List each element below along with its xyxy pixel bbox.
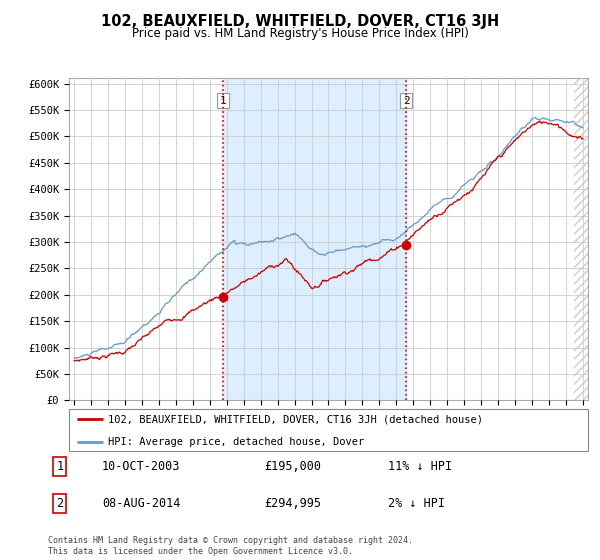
- Text: £294,995: £294,995: [264, 497, 321, 510]
- Text: 102, BEAUXFIELD, WHITFIELD, DOVER, CT16 3JH: 102, BEAUXFIELD, WHITFIELD, DOVER, CT16 …: [101, 14, 499, 29]
- FancyBboxPatch shape: [69, 409, 588, 451]
- Text: 2: 2: [56, 497, 64, 510]
- Text: Price paid vs. HM Land Registry's House Price Index (HPI): Price paid vs. HM Land Registry's House …: [131, 27, 469, 40]
- Text: HPI: Average price, detached house, Dover: HPI: Average price, detached house, Dove…: [108, 437, 364, 446]
- Text: 1: 1: [220, 96, 226, 106]
- Text: 10-OCT-2003: 10-OCT-2003: [102, 460, 181, 473]
- Text: 08-AUG-2014: 08-AUG-2014: [102, 497, 181, 510]
- Text: 11% ↓ HPI: 11% ↓ HPI: [388, 460, 452, 473]
- Text: 2% ↓ HPI: 2% ↓ HPI: [388, 497, 445, 510]
- Bar: [574, 78, 592, 400]
- Text: Contains HM Land Registry data © Crown copyright and database right 2024.
This d: Contains HM Land Registry data © Crown c…: [48, 536, 413, 556]
- Bar: [223, 78, 406, 400]
- Text: £195,000: £195,000: [264, 460, 321, 473]
- Text: 2: 2: [403, 96, 410, 106]
- Text: 1: 1: [56, 460, 64, 473]
- Text: 102, BEAUXFIELD, WHITFIELD, DOVER, CT16 3JH (detached house): 102, BEAUXFIELD, WHITFIELD, DOVER, CT16 …: [108, 414, 483, 424]
